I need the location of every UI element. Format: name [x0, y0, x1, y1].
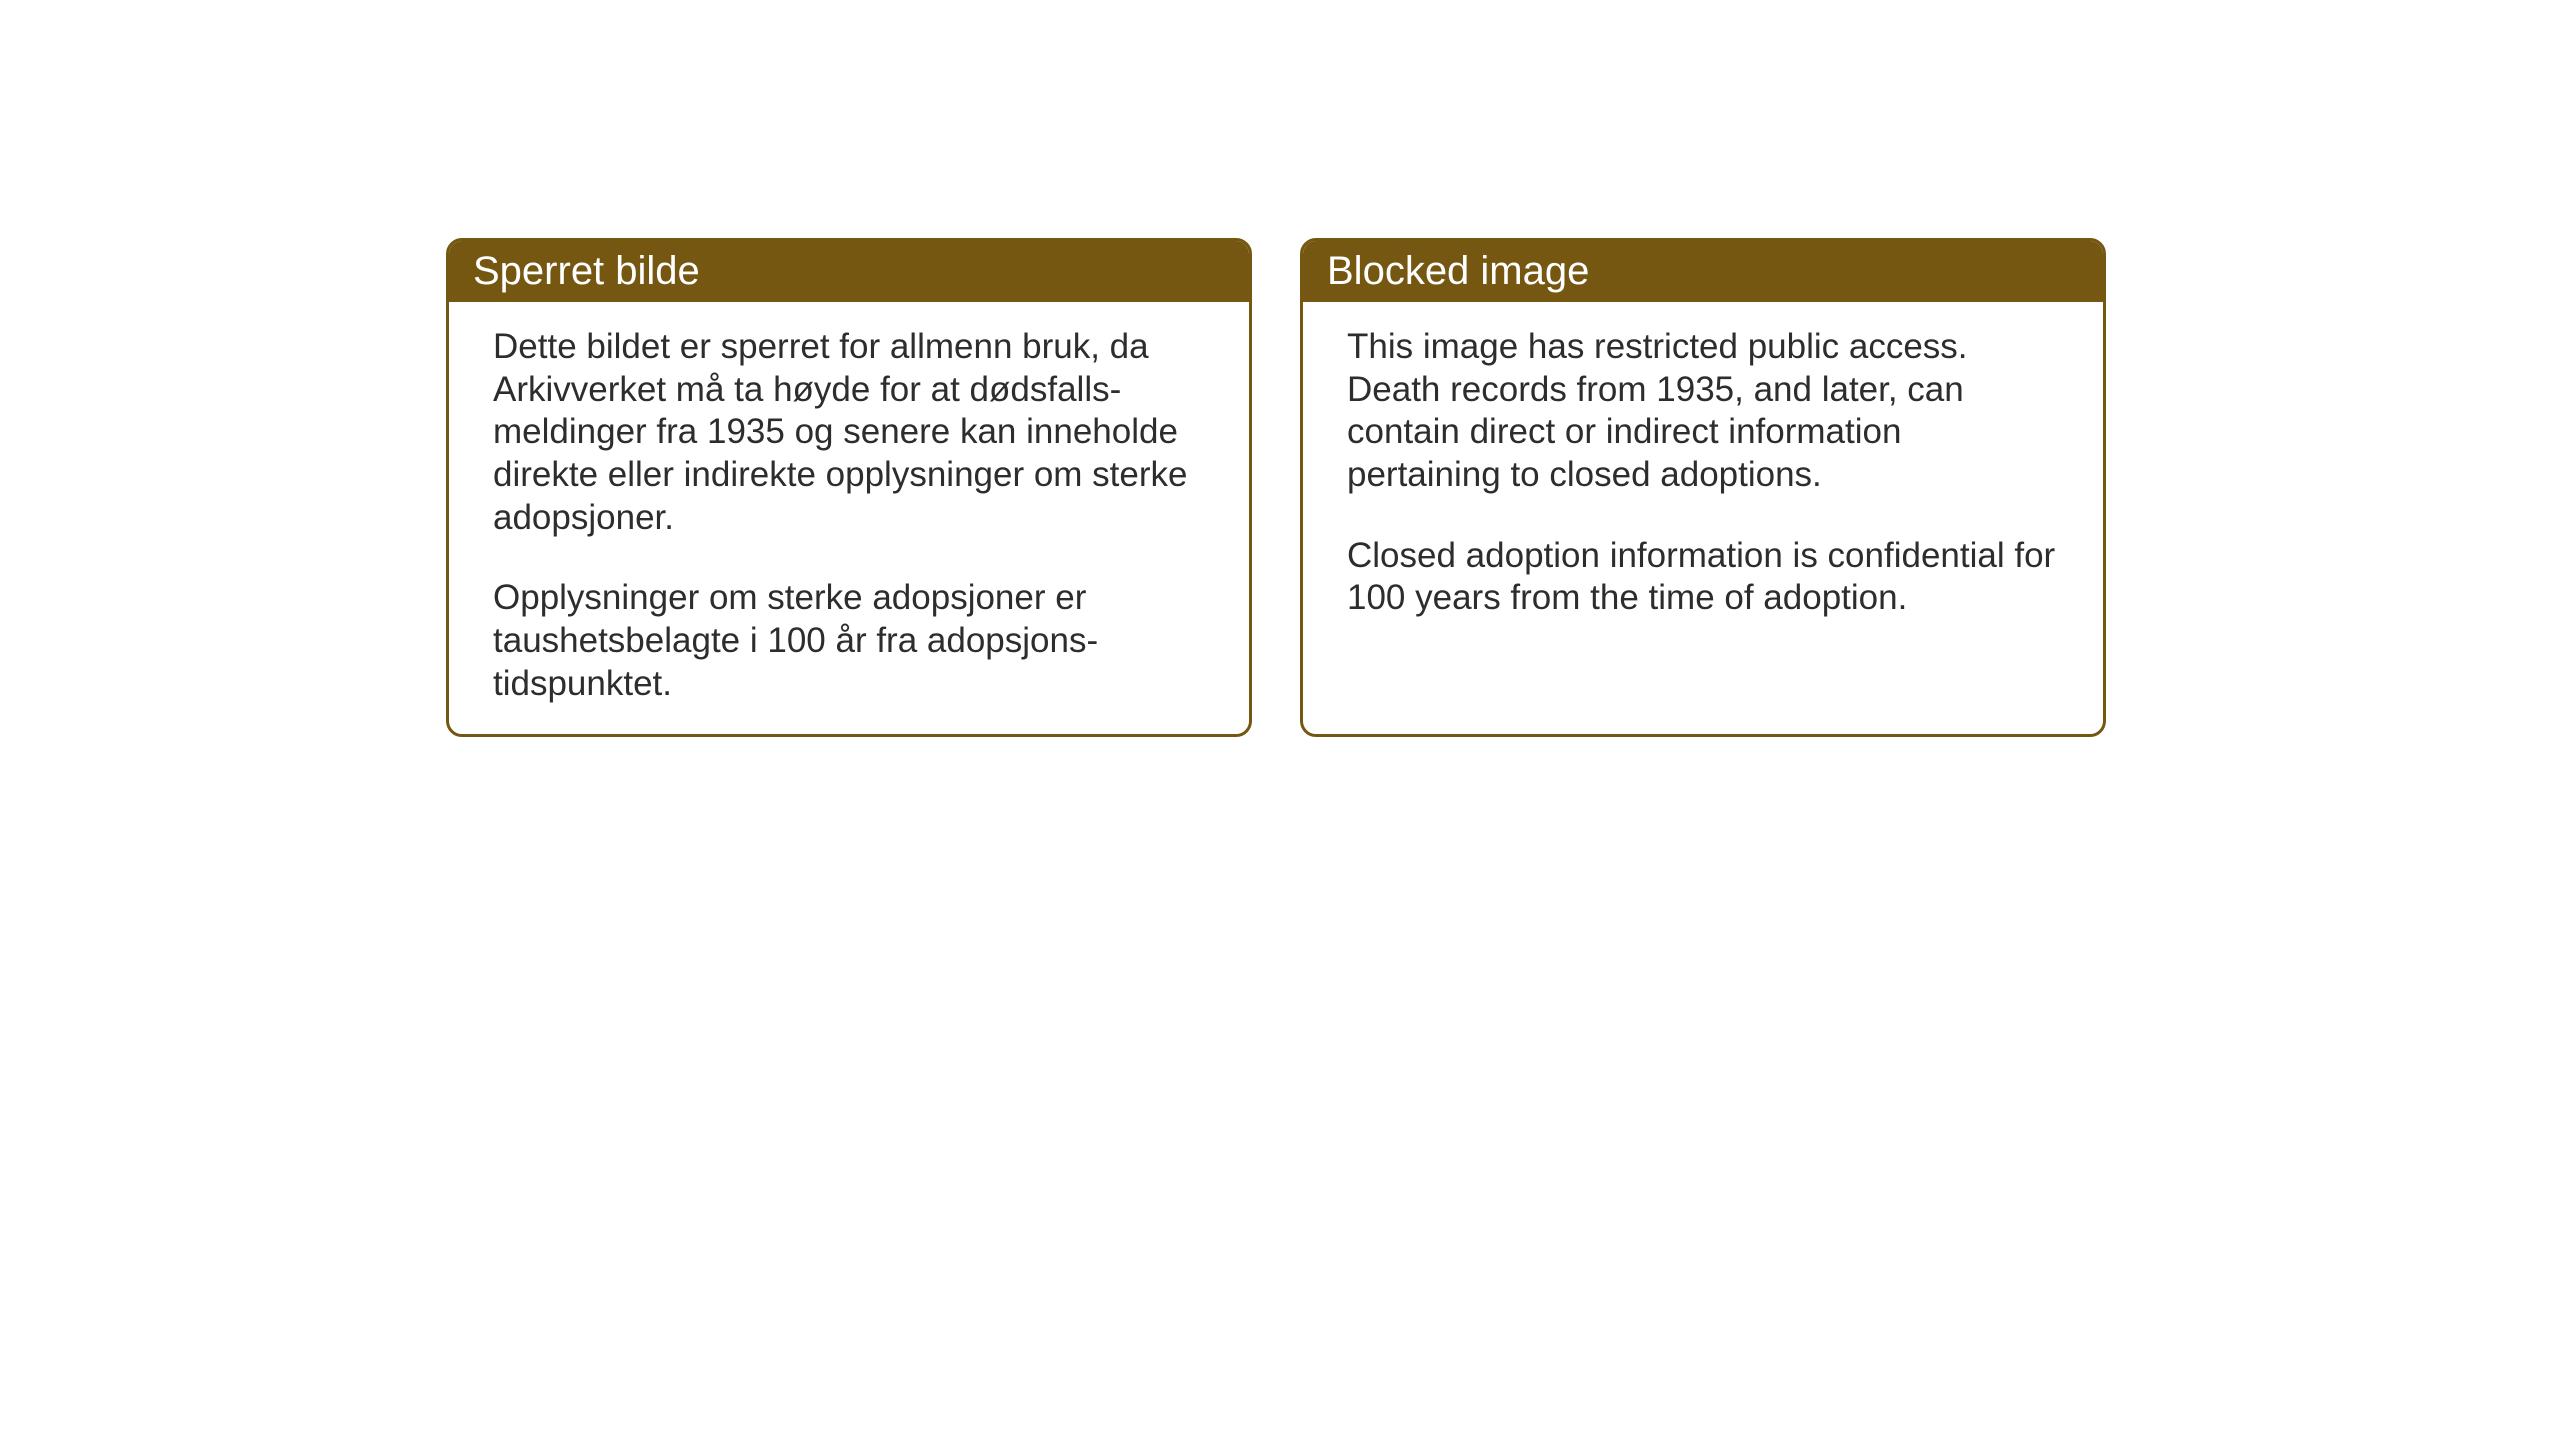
english-paragraph-1: This image has restricted public access.… — [1347, 326, 2059, 497]
english-card: Blocked image This image has restricted … — [1300, 238, 2106, 737]
norwegian-card-header: Sperret bilde — [449, 241, 1249, 302]
english-card-header: Blocked image — [1303, 241, 2103, 302]
english-paragraph-2: Closed adoption information is confident… — [1347, 535, 2059, 620]
norwegian-card-body: Dette bildet er sperret for allmenn bruk… — [449, 302, 1249, 734]
norwegian-paragraph-1: Dette bildet er sperret for allmenn bruk… — [493, 326, 1205, 539]
english-card-title: Blocked image — [1327, 249, 1589, 293]
norwegian-card-title: Sperret bilde — [473, 249, 700, 293]
norwegian-paragraph-2: Opplysninger om sterke adopsjoner er tau… — [493, 577, 1205, 705]
norwegian-card: Sperret bilde Dette bildet er sperret fo… — [446, 238, 1252, 737]
english-card-body: This image has restricted public access.… — [1303, 302, 2103, 648]
cards-container: Sperret bilde Dette bildet er sperret fo… — [0, 0, 2560, 737]
